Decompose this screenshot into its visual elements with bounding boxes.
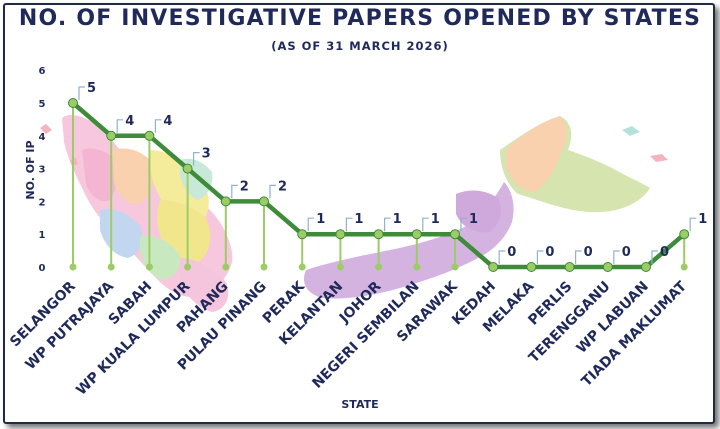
data-point [679,229,690,240]
data-label-leader [345,217,353,232]
y-tick-label: 2 [39,197,46,208]
baseline-dot [69,263,77,271]
data-point [488,262,499,272]
data-point [297,229,308,240]
baseline-dot [413,263,421,271]
baseline-dot [680,263,688,271]
data-point [373,229,384,240]
data-label: 0 [545,245,554,260]
data-label: 0 [507,245,516,260]
y-tick-label: 3 [39,165,46,176]
data-point [220,196,231,207]
data-point [641,262,651,272]
baseline-dot [145,263,153,271]
chart-title: NO. OF INVESTIGATIVE PAPERS OPENED BY ST… [18,6,702,31]
y-tick-label: 4 [39,132,46,143]
data-point [411,229,422,240]
data-label-leader [651,250,658,264]
data-label-leader [154,119,162,133]
baseline-dot [451,263,459,271]
data-label-leader [269,184,276,199]
data-point [106,130,117,141]
data-label: 4 [163,114,172,129]
data-label-leader [193,152,200,166]
data-label-leader [422,217,429,232]
data-label-leader [384,217,391,232]
data-label: 5 [87,81,96,96]
data-label: 1 [431,212,440,227]
data-point [182,163,193,174]
data-point [259,196,269,207]
y-tick-label: 0 [39,263,46,274]
y-tick-label: 5 [39,99,46,110]
baseline-dot [298,263,306,271]
data-label-leader [116,119,124,133]
chart-subtitle: (AS OF 31 MARCH 2026) [271,39,449,53]
data-label: 1 [698,212,707,227]
data-label-leader [613,250,620,264]
data-label: 0 [660,245,669,260]
data-label: 2 [240,179,249,194]
data-label: 1 [393,212,402,227]
data-point [450,229,460,240]
category-label: SELANGOR [7,278,79,350]
baseline-dot [222,263,230,271]
data-label-leader [498,250,506,264]
points-layer [68,98,690,272]
data-point [564,262,575,272]
y-axis-label: NO. OF IP [24,140,37,199]
data-point [526,262,537,272]
baseline-dot [336,263,344,271]
x-axis-label: STATE [341,398,378,411]
data-label-leader [231,184,238,199]
data-label-leader [307,217,315,232]
data-label: 2 [278,179,287,194]
baseline-dot [184,263,192,271]
data-label-leader [536,250,544,264]
data-label: 3 [202,147,211,162]
data-point [335,229,346,240]
data-point [144,130,155,141]
data-labels-layer: 5 4 4 3 2 2 1 1 1 1 1 0 0 0 0 0 1 [78,81,707,264]
data-point [68,98,78,108]
data-label-leader [78,86,85,100]
data-label: 1 [354,212,363,227]
data-label: 0 [584,245,593,260]
baseline-dot [107,263,115,271]
data-label-leader [460,217,467,232]
baseline-dot [260,263,268,271]
malaysia-map-background [40,115,668,312]
data-label: 4 [125,114,134,129]
data-label: 0 [622,245,631,260]
data-label-leader [689,217,697,232]
data-label: 1 [469,212,478,227]
data-point [602,262,613,272]
y-tick-label: 1 [39,230,46,241]
data-label-leader [575,250,582,264]
baseline-dot [375,263,383,271]
y-axis: 0 1 2 3 4 5 6 [39,66,46,274]
data-label: 1 [316,212,325,227]
y-tick-label: 6 [39,66,46,77]
stems-layer [69,103,688,271]
